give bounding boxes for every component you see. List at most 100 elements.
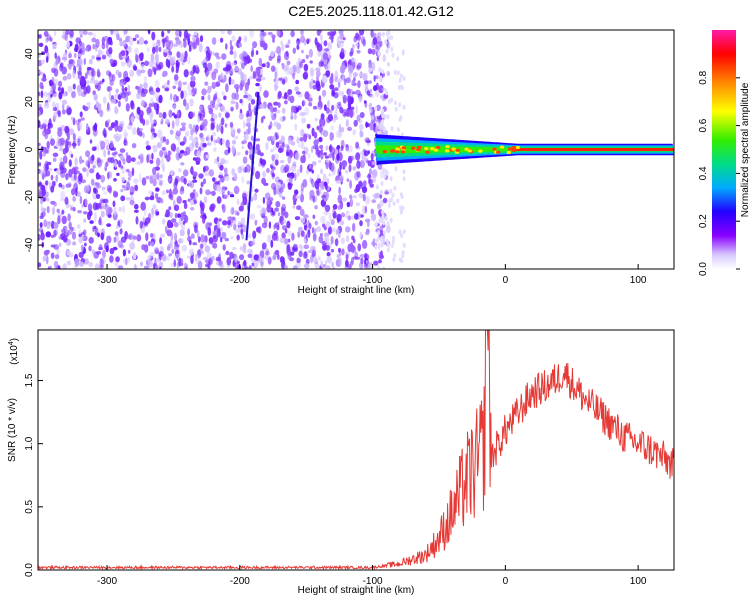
noise-blob [98, 244, 103, 250]
noise-blob [72, 241, 77, 246]
noise-blob [234, 173, 238, 182]
noise-blob [272, 255, 277, 261]
noise-blob [363, 100, 367, 104]
noise-blob [238, 36, 242, 42]
noise-blob [78, 233, 83, 238]
noise-blob [374, 106, 378, 112]
noise-blob [396, 70, 400, 76]
noise-blob [93, 251, 99, 259]
noise-blob [324, 260, 328, 265]
noise-blob [151, 214, 154, 219]
noise-blob [77, 53, 82, 58]
noise-blob [299, 137, 304, 142]
noise-blob [276, 46, 281, 54]
noise-blob [314, 180, 320, 190]
y-tick-label: 1.5 [24, 373, 35, 387]
noise-blob [355, 141, 359, 149]
noise-blob [38, 233, 41, 241]
noise-blob [399, 73, 403, 79]
noise-blob [170, 143, 177, 152]
noise-blob [167, 30, 171, 34]
noise-blob [301, 49, 304, 54]
noise-blob [309, 177, 313, 183]
noise-blob [212, 230, 217, 236]
noise-blob [294, 86, 300, 92]
noise-blob [135, 85, 140, 90]
noise-blob [271, 173, 275, 178]
noise-blob [211, 122, 215, 130]
noise-blob [231, 168, 236, 176]
noise-blob [175, 130, 181, 137]
noise-blob [57, 86, 62, 92]
noise-blob [384, 216, 388, 222]
noise-blob [183, 69, 189, 78]
noise-blob [53, 221, 59, 230]
noise-blob [205, 189, 211, 196]
noise-blob [385, 90, 389, 96]
noise-blob [150, 97, 154, 104]
x-tick-label: 100 [630, 275, 647, 286]
noise-blob [265, 142, 269, 151]
noise-blob [140, 261, 143, 267]
noise-blob [389, 188, 393, 194]
noise-blob [155, 258, 160, 263]
noise-blob [240, 71, 244, 81]
noise-blob [152, 66, 156, 72]
noise-blob [236, 128, 241, 134]
noise-blob [106, 86, 111, 92]
noise-blob [387, 62, 390, 67]
noise-blob [109, 247, 115, 255]
noise-blob [310, 245, 316, 251]
noise-blob [300, 34, 305, 44]
noise-blob [148, 103, 153, 108]
noise-blob [330, 109, 333, 114]
noise-blob [377, 242, 381, 250]
noise-blob [203, 178, 206, 185]
noise-blob [368, 80, 373, 84]
noise-blob [241, 233, 245, 240]
noise-blob [144, 60, 150, 67]
noise-blob [391, 239, 395, 245]
noise-blob [318, 159, 322, 163]
noise-blob [73, 173, 77, 181]
noise-blob [77, 178, 82, 185]
noise-blob [224, 149, 230, 156]
noise-blob [84, 242, 87, 247]
noise-blob [231, 92, 236, 100]
noise-blob [142, 216, 146, 224]
noise-blob [336, 78, 343, 83]
noise-blob [189, 248, 195, 256]
noise-blob [327, 61, 331, 71]
noise-blob [204, 81, 209, 86]
noise-blob [198, 43, 203, 53]
noise-blob [249, 30, 255, 38]
noise-blob [177, 213, 182, 218]
noise-blob [377, 51, 381, 56]
noise-blob [120, 195, 126, 202]
noise-blob [72, 206, 76, 212]
noise-blob [238, 43, 242, 48]
noise-blob [309, 60, 313, 64]
noise-blob [366, 174, 372, 179]
noise-blob [78, 236, 84, 241]
noise-blob [352, 91, 356, 95]
noise-blob [286, 145, 290, 153]
noise-blob [131, 167, 135, 177]
noise-blob [223, 74, 227, 82]
noise-blob [166, 154, 171, 162]
noise-blob [300, 30, 305, 36]
noise-blob [61, 99, 68, 105]
noise-blob [247, 58, 253, 63]
noise-blob [147, 68, 153, 78]
noise-blob [41, 51, 46, 55]
noise-blob [151, 152, 154, 160]
noise-blob [260, 40, 266, 48]
noise-blob [94, 263, 100, 269]
noise-blob [183, 98, 187, 107]
noise-blob [211, 37, 217, 45]
noise-blob [158, 46, 162, 53]
noise-blob [54, 254, 60, 260]
noise-blob [190, 207, 195, 211]
noise-blob [107, 150, 111, 156]
noise-blob [97, 50, 104, 56]
